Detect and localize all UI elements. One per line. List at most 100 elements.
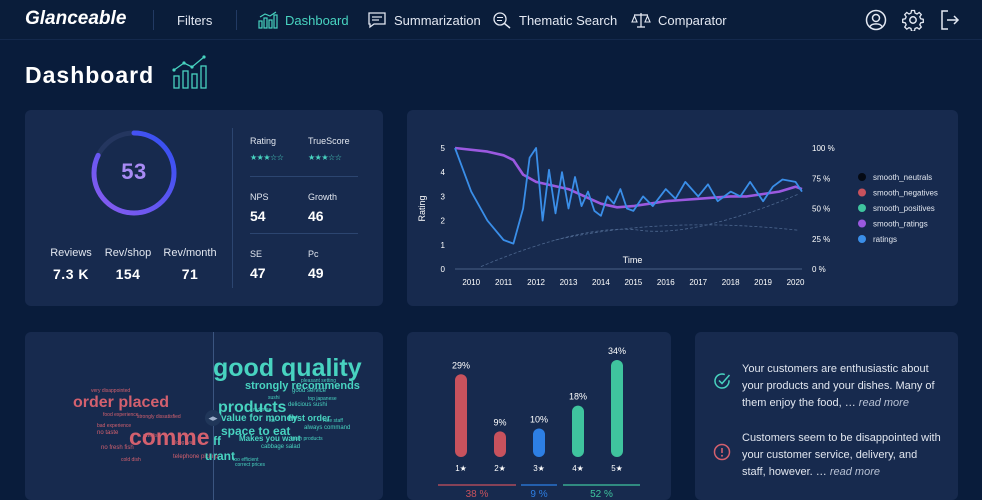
word-cloud-term[interactable]: strongly dissatisfied [137,414,181,420]
bar [533,428,545,457]
nav-comparator-label: Comparator [658,12,727,28]
x-tick-label: 2015 [624,278,642,287]
user-icon[interactable] [865,9,887,31]
word-cloud-term[interactable]: no taste [97,430,119,436]
group-percent-label: 52 % [590,489,613,500]
background-trend-line [480,193,799,267]
app-logo[interactable]: Glanceable [25,8,127,29]
thematic-search-icon [493,12,511,29]
x-tick-label: 2010 [462,278,480,287]
gear-icon[interactable] [902,9,924,31]
nav-filters[interactable]: Filters [177,0,212,40]
word-cloud-term[interactable]: space to eat [221,424,291,438]
bar-category-label: 2★ [494,464,506,473]
x-tick-label: 2018 [722,278,740,287]
word-cloud-term[interactable]: sushi [268,395,280,401]
bar-category-label: 5★ [611,464,623,473]
word-cloud-term[interactable]: top japanese [308,396,337,402]
legend-marker [858,173,866,181]
legend-marker [858,235,866,243]
bar-value-label: 34% [608,346,626,356]
score-value: 53 [121,159,147,184]
nav-filters-label: Filters [177,12,213,28]
word-cloud-term[interactable]: order placed [73,394,170,411]
word-cloud-term[interactable]: fresh products [291,436,323,442]
cloud-split-handle[interactable]: ◂▸ [205,410,221,426]
x-tick-label: 2011 [495,278,513,287]
word-cloud-term[interactable]: always command [304,425,351,431]
background-trend-line [555,224,799,241]
check-circle-icon [714,373,731,389]
positive-read-more-link[interactable]: read more [858,397,909,409]
legend-marker [858,188,866,197]
word-cloud-term[interactable]: value for money [221,413,298,424]
logout-icon[interactable] [939,9,961,31]
word-cloud-term[interactable]: very disappointed [91,388,131,394]
word-cloud-term[interactable]: strongly recommends [245,380,360,392]
bar-value-label: 10% [530,414,548,424]
group-percent-label: 9 % [530,489,547,500]
word-cloud-term[interactable]: Makes you want [239,434,301,443]
group-percent-label: 38 % [466,489,489,500]
legend-label: smooth_neutrals [873,173,932,182]
word-cloud-term[interactable]: fair [269,418,276,424]
word-cloud-term[interactable]: good service [292,388,327,394]
word-cloud-term[interactable]: cabbage salad [261,444,301,450]
bar [494,431,506,457]
rating-label: Rating [250,136,277,146]
word-cloud-term[interactable]: nice staff [323,418,343,424]
legend-marker [858,219,866,228]
nav-divider [153,10,154,30]
nav-dashboard[interactable]: Dashboard [258,0,349,40]
dashboard-icon [258,11,278,29]
bar [611,360,623,457]
pc-value: 49 [308,265,324,281]
legend-label: smooth_ratings [873,220,928,229]
word-cloud-term[interactable]: comme [129,424,210,450]
word-cloud-term[interactable]: red map [253,407,272,413]
bar-value-label: 29% [452,360,470,370]
summarization-icon [368,12,386,29]
word-cloud-term[interactable]: ff [213,434,221,448]
rating-stars: ★★★☆☆ [250,153,284,162]
word-cloud-term[interactable]: pleasant setting [301,378,337,384]
star-distribution-chart: 29% 1★ 9% 2★ 10% 3★ 18% 4★ 34% 5★ 38 % 9 % 52 % [438,346,640,500]
x-tick-label: 2014 [592,278,610,287]
nav-summarization[interactable]: Summarization [367,0,481,40]
nav-divider [236,10,237,30]
top-navbar: Glanceable Filters Dashboard Summarizati… [0,0,982,40]
word-cloud-term[interactable]: good quality [213,354,362,382]
word-cloud-term[interactable]: products [218,399,287,416]
y-tick-label: 1 [441,241,446,250]
positive-summary-text: Your customers are enthusiastic about yo… [742,363,935,409]
y2-tick-label: 25 % [812,235,830,244]
bar-value-label: 18% [569,392,587,402]
truescore-label: TrueScore [308,136,350,146]
nps-value: 54 [250,208,266,224]
word-cloud-term[interactable]: no fresh fish [101,445,134,451]
word-cloud-term[interactable]: telephone pickup [173,454,219,460]
word-cloud-term[interactable]: first order [288,413,331,423]
y2-tick-label: 50 % [812,205,830,214]
x-axis-title: Time [623,255,643,265]
word-cloud-term[interactable]: raw fish [143,433,161,439]
kpi-divider [232,128,233,288]
word-cloud-term[interactable]: urant [205,449,235,463]
comparator-icon [631,13,651,28]
nav-comparator[interactable]: Comparator [631,0,727,40]
word-cloud-term[interactable]: too efficient [233,457,259,463]
word-cloud-term[interactable]: food experience [103,412,139,418]
y-axis-title: Rating [417,195,427,221]
word-cloud-term[interactable]: delicious sushi [288,402,328,408]
word-cloud-term[interactable]: long wait [175,440,195,446]
word-cloud-term[interactable]: bad experience [97,423,132,429]
x-tick-label: 2020 [787,278,805,287]
x-tick-label: 2017 [689,278,707,287]
nav-thematic-search[interactable]: Thematic Search [492,0,617,40]
word-cloud-term[interactable]: cold dish [121,457,141,463]
word-cloud-term[interactable]: correct prices [235,462,266,468]
kpi-card: 53 Reviews 7.3 K Rev/shop 154 Rev/month … [25,110,383,306]
negative-read-more-link[interactable]: read more [829,466,880,478]
legend-label: ratings [873,235,897,244]
